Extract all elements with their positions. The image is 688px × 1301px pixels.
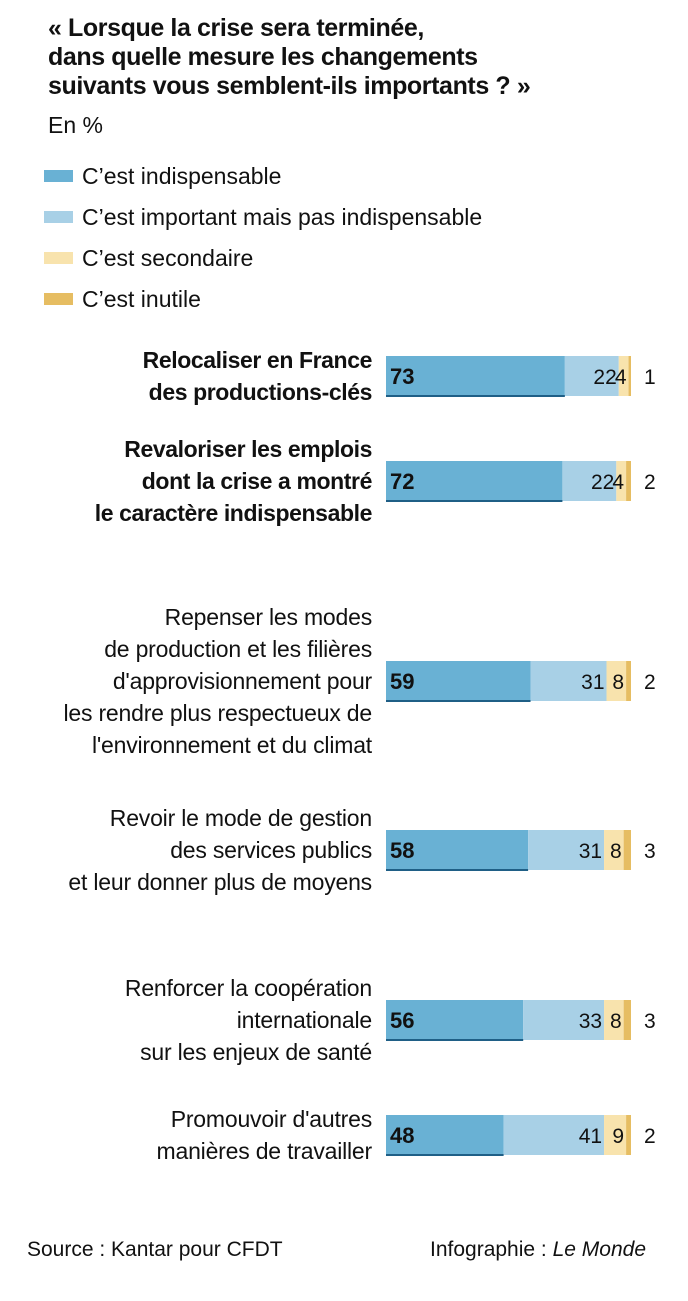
data-label-important: 31: [579, 840, 602, 863]
bar-segment-inutile: [626, 661, 631, 701]
chart-title-line: suivants vous semblent-ils importants ? …: [48, 72, 531, 100]
bar-segment-important: [562, 461, 617, 501]
data-label-secondaire: 4: [612, 471, 624, 494]
data-label-indispensable: 72: [390, 469, 414, 494]
bar-segment-secondaire: [604, 830, 624, 870]
legend: C’est indispensable C’est important mais…: [44, 160, 482, 324]
legend-label: C’est important mais pas indispensable: [82, 204, 483, 230]
bar-segment-inutile: [626, 461, 631, 501]
legend-item-inutile: C’est inutile: [44, 283, 482, 324]
legend-item-secondaire: C’est secondaire: [44, 242, 482, 283]
data-label-indispensable: 73: [390, 364, 414, 389]
category-label: manières de travailler: [157, 1138, 373, 1164]
category-label: sur les enjeux de santé: [140, 1039, 372, 1065]
category-label: internationale: [237, 1007, 372, 1033]
bar-segment-inutile: [623, 1000, 631, 1040]
category-label: les rendre plus respectueux de: [63, 700, 372, 726]
category-label: le caractère indispensable: [95, 500, 372, 526]
data-label-inutile: 3: [644, 1010, 656, 1033]
credit-name: Le Monde: [552, 1238, 646, 1261]
bar-segment-secondaire: [616, 461, 627, 501]
category-label: et leur donner plus de moyens: [68, 869, 372, 895]
category-label: des productions-clés: [149, 379, 372, 405]
legend-item-important: C’est important mais pas indispensable: [44, 201, 482, 242]
bar-segment-secondaire: [618, 356, 629, 396]
bar-segment-inutile: [623, 830, 631, 870]
category-label: Repenser les modes: [165, 604, 372, 630]
data-label-important: 22: [591, 471, 614, 494]
data-label-secondaire: 8: [610, 840, 622, 863]
bar-segment-indispensable: [386, 1115, 504, 1155]
bar-segment-indispensable: [386, 461, 563, 501]
credit-note: Infographie : Le Monde: [430, 1238, 646, 1262]
data-label-indispensable: 56: [390, 1008, 414, 1033]
chart-title-line: « Lorsque la crise sera terminée,: [48, 14, 424, 42]
legend-label: C’est secondaire: [82, 245, 254, 271]
data-label-inutile: 2: [644, 671, 656, 694]
data-label-indispensable: 59: [390, 669, 414, 694]
data-label-secondaire: 8: [612, 671, 624, 694]
category-label: Revoir le mode de gestion: [110, 805, 372, 831]
bar-segment-important: [503, 1115, 605, 1155]
bar-segment-secondaire: [606, 661, 627, 701]
bar-segment-important: [523, 1000, 605, 1040]
legend-swatch-inutile: [44, 293, 73, 305]
chart-subtitle: En %: [48, 112, 103, 138]
source-note: Source : Kantar pour CFDT: [27, 1238, 283, 1261]
data-label-inutile: 1: [644, 366, 656, 389]
bar-segment-secondaire: [604, 1000, 624, 1040]
data-label-secondaire: 8: [610, 1010, 622, 1033]
data-label-inutile: 2: [644, 1125, 656, 1148]
data-label-inutile: 2: [644, 471, 656, 494]
bar-segment-important: [528, 830, 605, 870]
category-label: l'environnement et du climat: [92, 732, 373, 758]
category-label: d'approvisionnement pour: [113, 668, 373, 694]
credit-prefix: Infographie :: [430, 1238, 553, 1261]
bar-segment-secondaire: [604, 1115, 627, 1155]
bar-segment-inutile: [628, 356, 631, 396]
bar-segment-inutile: [626, 1115, 631, 1155]
chart-title: « Lorsque la crise sera terminée, dans q…: [48, 14, 648, 101]
bar-segment-important: [564, 356, 619, 396]
bar-segment-indispensable: [386, 1000, 524, 1040]
chart-title-line: dans quelle mesure les changements: [48, 43, 478, 71]
legend-label: C’est indispensable: [82, 163, 282, 189]
bar-segment-indispensable: [386, 356, 565, 396]
category-label: de production et les filières: [104, 636, 372, 662]
data-label-important: 33: [579, 1010, 602, 1033]
legend-swatch-indispensable: [44, 170, 73, 182]
data-label-secondaire: 9: [612, 1125, 624, 1148]
category-label: Promouvoir d'autres: [171, 1106, 372, 1132]
data-label-important: 41: [579, 1125, 602, 1148]
category-label: dont la crise a montré: [142, 468, 372, 494]
data-label-indispensable: 58: [390, 838, 414, 863]
legend-swatch-important: [44, 211, 73, 223]
legend-label: C’est inutile: [82, 286, 201, 312]
data-label-important: 22: [593, 366, 616, 389]
category-label: Revaloriser les emplois: [124, 436, 372, 462]
bar-segment-important: [530, 661, 607, 701]
category-label: des services publics: [170, 837, 372, 863]
bar-segment-indispensable: [386, 661, 531, 701]
legend-item-indispensable: C’est indispensable: [44, 160, 482, 201]
legend-swatch-secondaire: [44, 252, 73, 264]
data-label-inutile: 3: [644, 840, 656, 863]
data-label-secondaire: 4: [615, 366, 627, 389]
bar-segment-indispensable: [386, 830, 529, 870]
data-label-indispensable: 48: [390, 1123, 414, 1148]
category-label: Renforcer la coopération: [125, 975, 372, 1001]
category-label: Relocaliser en France: [143, 347, 372, 373]
data-label-important: 31: [581, 671, 604, 694]
